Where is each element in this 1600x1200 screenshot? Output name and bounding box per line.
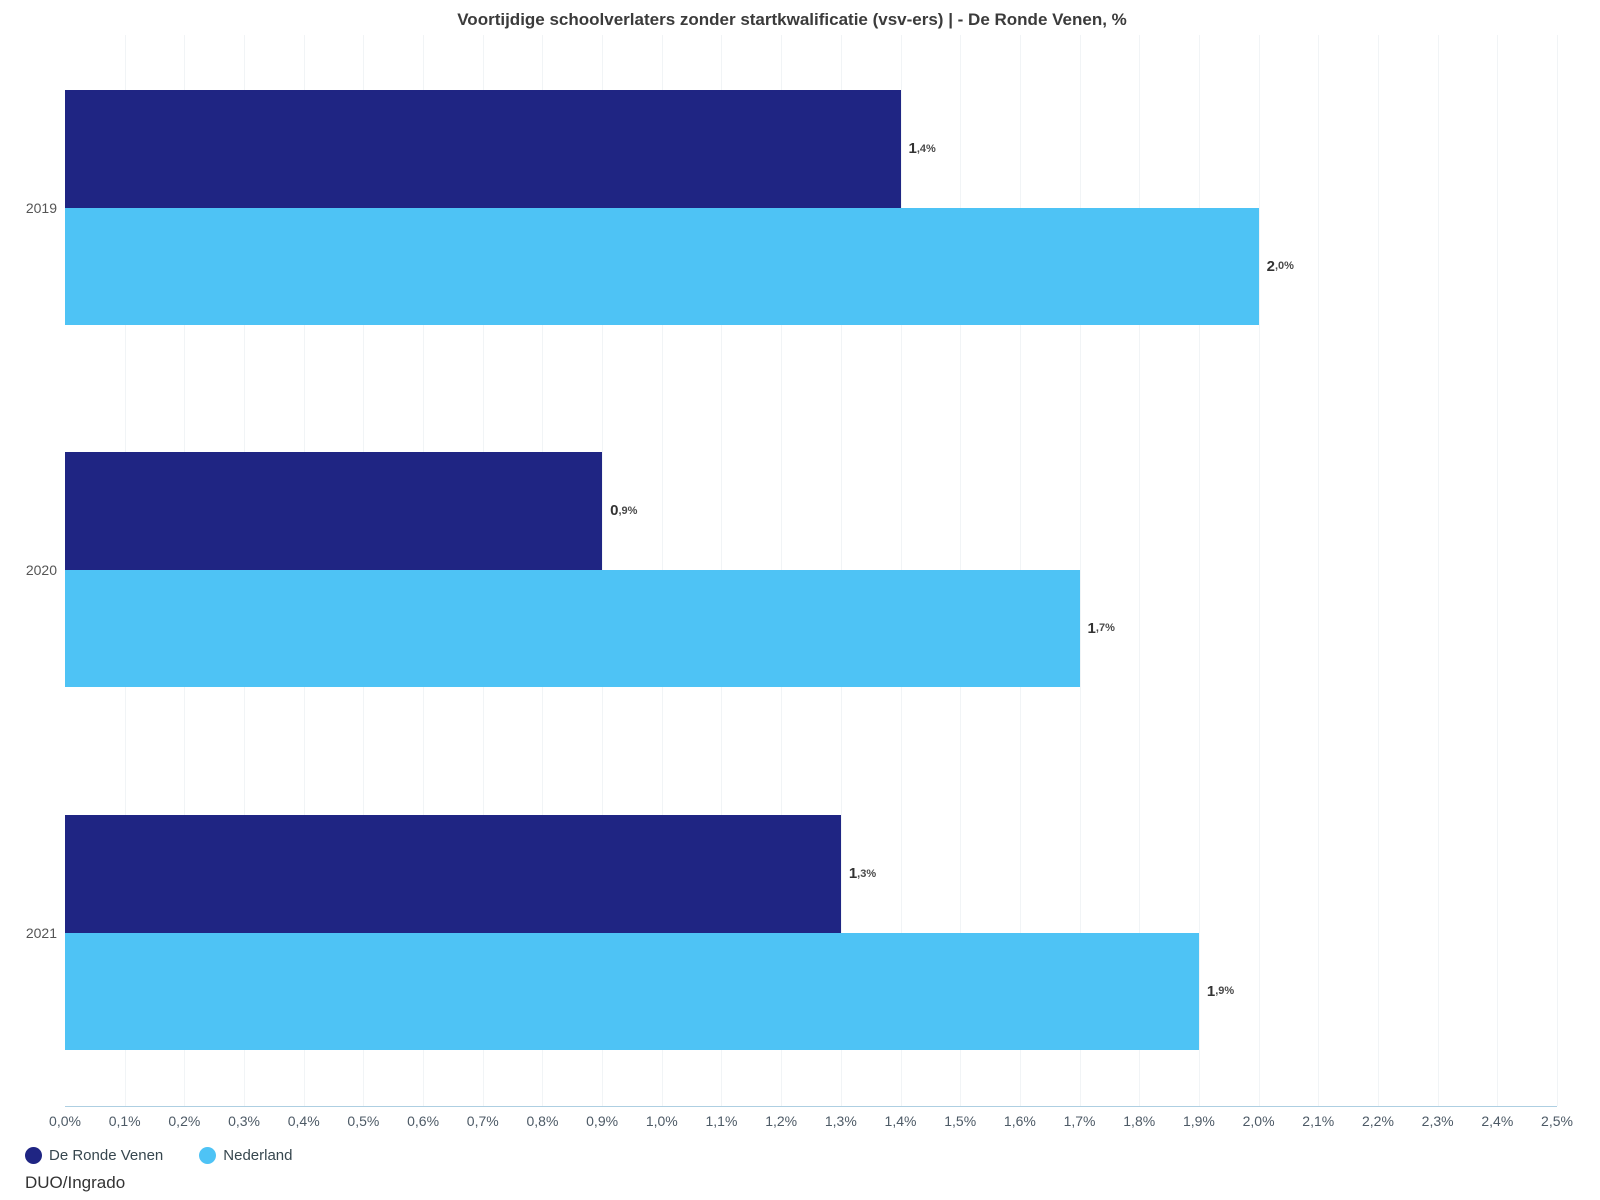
y-axis-label-2019: 2019	[25, 199, 57, 216]
gridline	[1377, 35, 1379, 1106]
chart-title: Voortijdige schoolverlaters zonder start…	[457, 10, 1127, 29]
x-tick-label: 2,5%	[1541, 1113, 1573, 1129]
bar-de-ronde-venen-2020[interactable]	[65, 452, 603, 570]
x-tick-label: 1,1%	[705, 1113, 738, 1129]
gridline	[1557, 35, 1558, 1106]
bar-value-label: 0,9%	[610, 502, 638, 520]
x-tick-label: 0,3%	[228, 1113, 260, 1129]
x-tick-label: 1,8%	[1123, 1113, 1156, 1129]
x-tick-label: 0,8%	[526, 1113, 559, 1129]
gridline	[1318, 35, 1320, 1106]
gridline	[1497, 35, 1499, 1106]
gridline	[1437, 35, 1439, 1106]
gridline	[1258, 35, 1260, 1106]
plot-area: 1,4% 2,0% 0,9% 1,7% 1,3% 1,9%	[65, 35, 1558, 1106]
source-label: DUO/Ingrado	[25, 1173, 126, 1192]
x-tick-label: 0,7%	[466, 1113, 499, 1129]
gridline	[1079, 35, 1081, 1106]
x-tick-label: 0,1%	[108, 1113, 141, 1129]
x-tick-label: 0,6%	[407, 1113, 440, 1129]
x-tick-label: 0,5%	[347, 1113, 380, 1129]
x-tick-label: 2,0%	[1242, 1113, 1275, 1129]
x-tick-label: 2,1%	[1302, 1113, 1335, 1129]
legend-label: De Ronde Venen	[49, 1147, 164, 1164]
x-tick-label: 1,7%	[1063, 1113, 1096, 1129]
bar-nederland-2019[interactable]	[65, 207, 1259, 325]
legend-label: Nederland	[223, 1147, 293, 1164]
y-axis-label-2020: 2020	[25, 561, 57, 578]
x-tick-label: 1,4%	[884, 1113, 917, 1129]
bar-value-label: 1,7%	[1087, 619, 1115, 637]
gridline	[1198, 35, 1200, 1106]
x-tick-label: 1,3%	[824, 1113, 857, 1129]
bar-value-label: 1,4%	[908, 140, 936, 158]
bar-value-label: 1,9%	[1206, 982, 1235, 1000]
x-tick-label: 1,6%	[1003, 1113, 1036, 1129]
bar-de-ronde-venen-2021[interactable]	[65, 815, 841, 933]
x-tick-label: 2,2%	[1361, 1113, 1394, 1129]
bar-nederland-2021[interactable]	[65, 932, 1199, 1050]
x-tick-label: 0,4%	[287, 1113, 320, 1129]
bar-nederland-2020[interactable]	[65, 569, 1080, 687]
legend: De Ronde Venen Nederland	[25, 1147, 292, 1164]
bar-value-label: 1,3%	[848, 865, 877, 883]
x-tick-label: 0,2%	[168, 1113, 201, 1129]
x-tick-label: 0,9%	[586, 1113, 619, 1129]
x-tick-label: 2,3%	[1421, 1113, 1454, 1129]
x-tick-label: 0,0%	[49, 1113, 81, 1129]
legend-dot-icon	[25, 1147, 42, 1164]
gridline	[1139, 35, 1141, 1106]
x-tick-label: 1,5%	[944, 1113, 977, 1129]
legend-item-de-ronde-venen[interactable]: De Ronde Venen	[25, 1147, 163, 1164]
legend-dot-icon	[199, 1147, 217, 1164]
x-tick-label: 2,4%	[1481, 1113, 1514, 1129]
x-tick-label: 1,2%	[765, 1113, 798, 1129]
x-axis-line	[65, 1106, 1557, 1107]
x-tick-label: 1,9%	[1182, 1113, 1215, 1129]
y-axis-label-2021: 2021	[25, 924, 57, 941]
legend-item-nederland[interactable]: Nederland	[199, 1147, 292, 1164]
x-tick-label: 1,0%	[645, 1113, 678, 1129]
bar-de-ronde-venen-2019[interactable]	[65, 90, 901, 208]
bar-value-label: 2,0%	[1266, 257, 1294, 275]
